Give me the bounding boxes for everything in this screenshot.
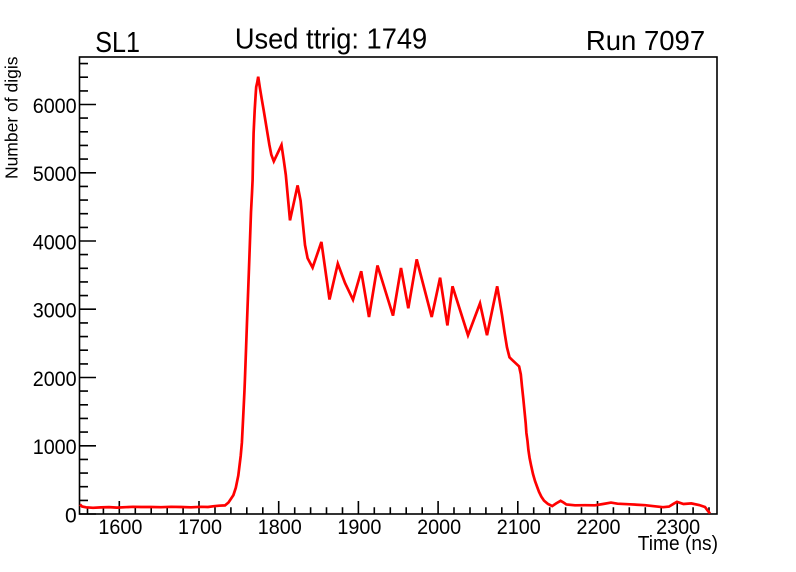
svg-text:Run 7097: Run 7097 xyxy=(586,25,705,56)
svg-text:Used ttrig: 1749: Used ttrig: 1749 xyxy=(235,23,427,55)
svg-text:2200: 2200 xyxy=(576,516,620,539)
svg-text:2300: 2300 xyxy=(656,516,700,539)
svg-text:2000: 2000 xyxy=(417,516,461,539)
svg-text:1900: 1900 xyxy=(337,516,381,539)
svg-text:SL1: SL1 xyxy=(95,27,140,59)
svg-text:1600: 1600 xyxy=(98,516,142,539)
svg-text:0: 0 xyxy=(65,504,77,527)
svg-text:Time (ns): Time (ns) xyxy=(638,533,718,555)
svg-text:2100: 2100 xyxy=(497,516,541,539)
svg-text:1700: 1700 xyxy=(178,516,222,539)
svg-text:1000: 1000 xyxy=(33,436,77,459)
svg-text:2000: 2000 xyxy=(33,368,77,391)
svg-text:3000: 3000 xyxy=(33,300,77,323)
svg-text:1800: 1800 xyxy=(258,516,302,539)
svg-text:5000: 5000 xyxy=(33,163,77,186)
svg-text:Number of digis: Number of digis xyxy=(2,56,22,179)
svg-text:4000: 4000 xyxy=(33,231,77,254)
svg-text:6000: 6000 xyxy=(33,95,77,118)
